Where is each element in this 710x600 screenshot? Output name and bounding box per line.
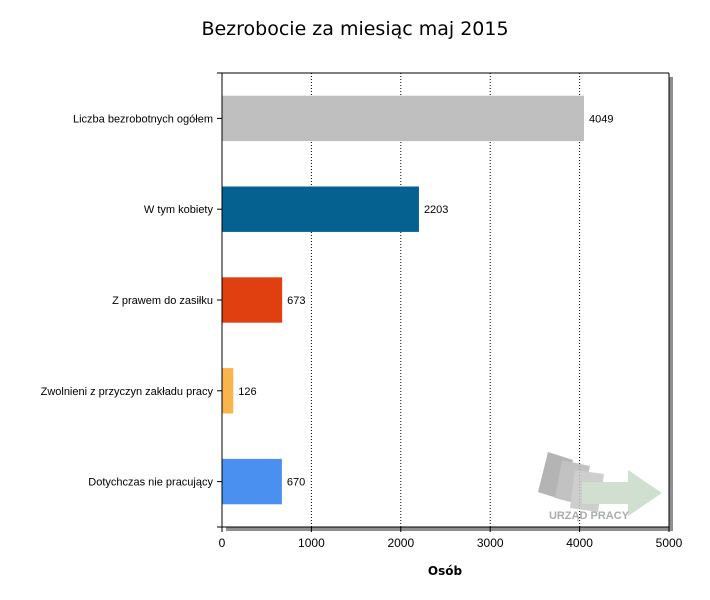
data-label-3: 126 [238,386,256,398]
axes [217,72,670,532]
x-tick-labels: 0 1000 2000 3000 4000 5000 [219,536,683,550]
chart-title: Bezrobocie za miesiąc maj 2015 [201,18,509,40]
plot-shadow [226,77,673,531]
x-tick-label-0: 0 [219,536,226,550]
x-axis-title: Osób [428,564,463,578]
urzad-pracy-logo: URZĄD PRACY [538,452,662,522]
x-tick-label-2000: 2000 [387,536,414,550]
category-label-4: Dotychczas nie pracujący [88,477,213,489]
x-tick-label-1000: 1000 [298,536,325,550]
data-label-1: 2203 [424,204,448,216]
plot-shadow-right [669,77,673,531]
category-label-0: Liczba bezrobotnych ogółem [73,113,213,125]
bar-3 [222,368,234,414]
x-tick-label-5000: 5000 [656,536,683,550]
bar-0 [222,95,584,142]
bars [222,95,584,505]
plot-shadow-bottom [226,527,673,531]
category-label-1: W tym kobiety [144,204,214,216]
data-label-2: 673 [287,295,305,307]
data-label-0: 4049 [589,113,613,125]
x-tick-label-3000: 3000 [477,536,504,550]
data-labels: 4049 2203 673 126 670 [238,113,613,488]
bar-4 [222,458,282,505]
category-label-3: Zwolnieni z przyczyn zakładu pracy [41,386,214,398]
watermark-text: URZĄD PRACY [549,510,630,522]
data-label-4: 670 [287,477,305,489]
x-tick-label-4000: 4000 [566,536,593,550]
bar-2 [222,277,283,323]
category-labels: Liczba bezrobotnych ogółem W tym kobiety Z… [41,113,214,488]
bar-1 [222,186,419,232]
category-label-2: Z prawem do zasiłku [112,295,213,307]
